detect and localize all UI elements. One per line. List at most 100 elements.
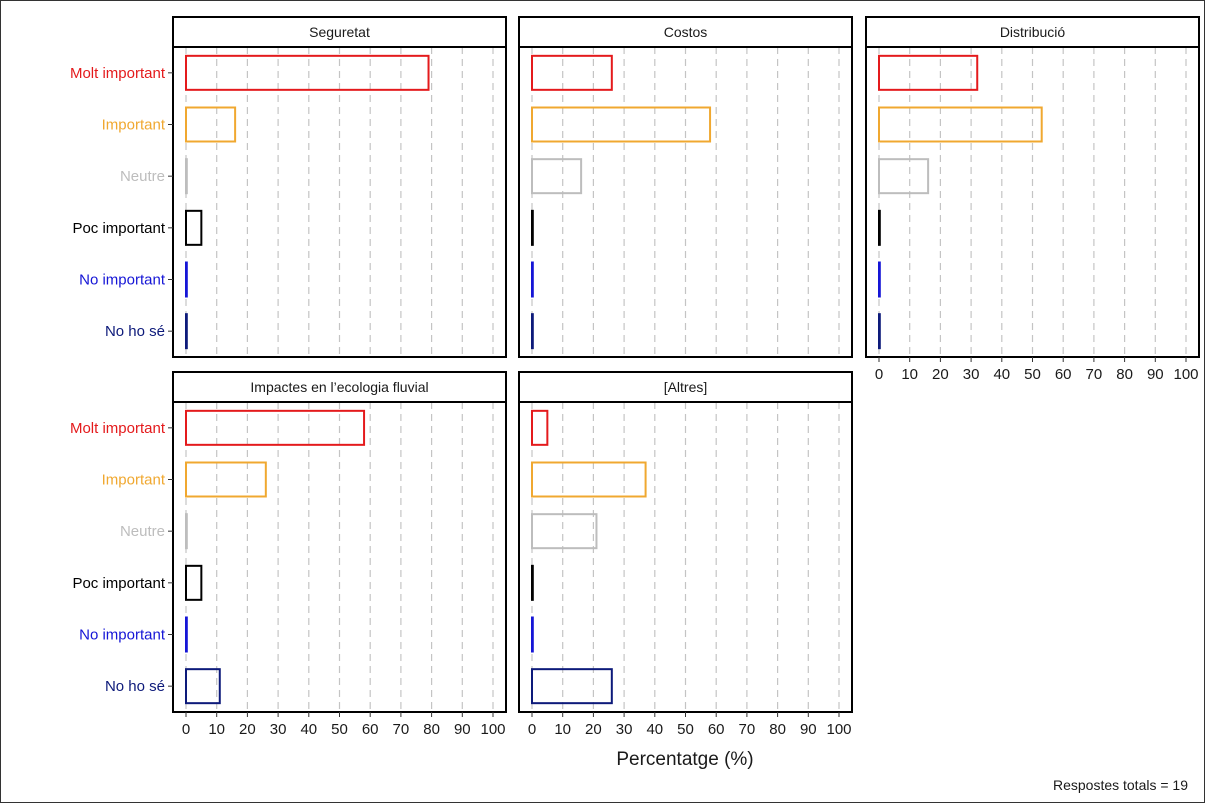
x-tick-label: 70 bbox=[393, 721, 410, 738]
bar bbox=[531, 461, 647, 498]
panel-background bbox=[173, 47, 506, 357]
caption-total-responses: Respostes totals = 19 bbox=[1053, 777, 1188, 793]
facet-title: Seguretat bbox=[309, 24, 370, 40]
panel-background bbox=[519, 47, 852, 357]
bar bbox=[531, 409, 549, 446]
category-label: No important bbox=[79, 272, 166, 289]
bar bbox=[531, 54, 613, 91]
bar bbox=[878, 106, 1043, 143]
bar bbox=[531, 668, 613, 705]
category-label: No ho sé bbox=[105, 323, 165, 340]
x-tick-label: 90 bbox=[800, 721, 817, 738]
bar bbox=[185, 616, 188, 653]
x-tick-label: 40 bbox=[300, 721, 317, 738]
category-label: Important bbox=[102, 472, 166, 489]
facet-title: Costos bbox=[664, 24, 708, 40]
facet-strip bbox=[518, 16, 853, 48]
panel-border bbox=[518, 46, 853, 358]
panel-background bbox=[173, 402, 506, 712]
bar bbox=[185, 209, 203, 246]
x-tick-label: 20 bbox=[932, 366, 949, 383]
facet-panel: Costos bbox=[518, 16, 853, 358]
x-tick-label: 50 bbox=[331, 721, 348, 738]
bar bbox=[185, 564, 203, 601]
x-tick-label: 100 bbox=[480, 721, 505, 738]
facet-panel: Impactes en l’ecologia fluvial Molt impor… bbox=[70, 371, 507, 738]
x-tick-label: 60 bbox=[1055, 366, 1072, 383]
bar bbox=[185, 54, 430, 91]
x-tick-label: 100 bbox=[1173, 366, 1198, 383]
x-tick-label: 50 bbox=[1024, 366, 1041, 383]
category-label: Poc important bbox=[72, 575, 165, 592]
facet-title: Impactes en l’ecologia fluvial bbox=[250, 379, 428, 395]
category-label: No important bbox=[79, 627, 166, 644]
x-tick-label: 80 bbox=[1116, 366, 1133, 383]
bar bbox=[531, 106, 712, 143]
facet-strip bbox=[865, 16, 1200, 48]
x-tick-label: 40 bbox=[646, 721, 663, 738]
bar bbox=[878, 209, 881, 246]
facet-panel: Distribució 0 10 20 30 40 50 60 70 80 90 100 bbox=[865, 16, 1200, 383]
facet-strip bbox=[172, 371, 507, 403]
bar bbox=[878, 313, 881, 350]
x-axis-title: Percentatge (%) bbox=[616, 749, 753, 770]
category-label: Important bbox=[102, 117, 166, 134]
x-tick-label: 90 bbox=[1147, 366, 1164, 383]
bar bbox=[878, 261, 881, 298]
x-tick-label: 90 bbox=[454, 721, 471, 738]
category-label: Poc important bbox=[72, 220, 165, 237]
facet-title: Distribució bbox=[1000, 24, 1066, 40]
x-tick-label: 0 bbox=[182, 721, 190, 738]
facet-strip bbox=[518, 371, 853, 403]
x-tick-label: 100 bbox=[826, 721, 851, 738]
x-tick-label: 20 bbox=[239, 721, 256, 738]
x-tick-label: 30 bbox=[616, 721, 633, 738]
panel-background bbox=[519, 402, 852, 712]
bar bbox=[185, 261, 188, 298]
category-label: Molt important bbox=[70, 420, 166, 437]
bar bbox=[531, 158, 583, 195]
bar bbox=[185, 409, 366, 446]
x-tick-label: 50 bbox=[677, 721, 694, 738]
bar bbox=[878, 54, 979, 91]
x-tick-label: 70 bbox=[739, 721, 756, 738]
x-tick-label: 60 bbox=[362, 721, 379, 738]
x-tick-label: 80 bbox=[769, 721, 786, 738]
panel-background bbox=[866, 47, 1199, 357]
category-label: Neutre bbox=[120, 523, 165, 540]
bar bbox=[878, 158, 930, 195]
bar bbox=[531, 616, 534, 653]
x-tick-label: 70 bbox=[1086, 366, 1103, 383]
bar bbox=[185, 158, 188, 195]
category-label: Molt important bbox=[70, 65, 166, 82]
bar bbox=[531, 513, 598, 550]
x-tick-label: 40 bbox=[993, 366, 1010, 383]
x-tick-label: 10 bbox=[554, 721, 571, 738]
bar bbox=[185, 668, 221, 705]
bar bbox=[531, 313, 534, 350]
x-tick-label: 10 bbox=[901, 366, 918, 383]
facet-title: [Altres] bbox=[664, 379, 708, 395]
x-tick-label: 30 bbox=[270, 721, 287, 738]
facet-panel: [Altres] 0 10 20 30 40 50 60 70 80 90 100 bbox=[518, 371, 853, 738]
x-tick-label: 0 bbox=[875, 366, 883, 383]
bar bbox=[531, 261, 534, 298]
category-label: No ho sé bbox=[105, 678, 165, 695]
x-tick-label: 30 bbox=[963, 366, 980, 383]
bar bbox=[185, 461, 267, 498]
x-tick-label: 10 bbox=[208, 721, 225, 738]
bar bbox=[531, 209, 534, 246]
x-tick-label: 80 bbox=[423, 721, 440, 738]
category-label: Neutre bbox=[120, 168, 165, 185]
x-tick-label: 20 bbox=[585, 721, 602, 738]
facet-panel: Seguretat Molt important Important Neutre Po… bbox=[70, 16, 507, 358]
bar bbox=[185, 513, 188, 550]
bar bbox=[185, 313, 188, 350]
x-tick-label: 60 bbox=[708, 721, 725, 738]
x-tick-label: 0 bbox=[528, 721, 536, 738]
bar bbox=[185, 106, 237, 143]
bar bbox=[531, 564, 534, 601]
panel-border bbox=[172, 46, 507, 358]
